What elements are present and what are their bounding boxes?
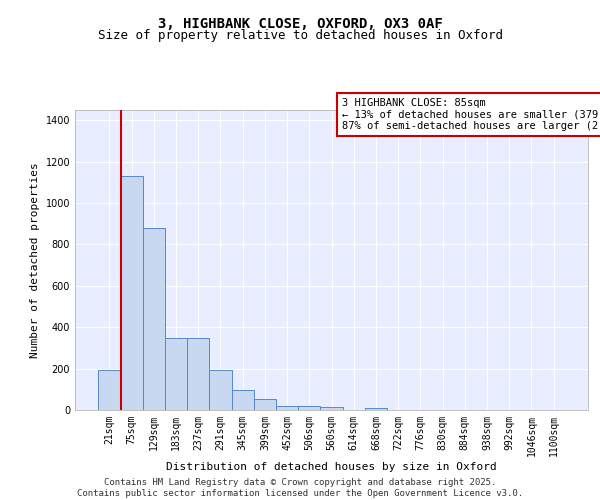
Bar (165, 338, 187, 410)
X-axis label: Distribution of detached houses by size in Oxford: Distribution of detached houses by size … (166, 462, 497, 471)
Bar (298, 406, 320, 410)
Bar (276, 406, 298, 410)
Bar (143, 228, 165, 410)
Bar (365, 408, 387, 410)
Bar (121, 176, 143, 410)
Text: Contains HM Land Registry data © Crown copyright and database right 2025.
Contai: Contains HM Land Registry data © Crown c… (77, 478, 523, 498)
Text: 3 HIGHBANK CLOSE: 85sqm
← 13% of detached houses are smaller (379)
87% of semi-d: 3 HIGHBANK CLOSE: 85sqm ← 13% of detache… (342, 98, 600, 131)
Y-axis label: Number of detached properties: Number of detached properties (30, 162, 40, 358)
Text: Size of property relative to detached houses in Oxford: Size of property relative to detached ho… (97, 29, 503, 42)
Bar (254, 398, 276, 410)
Bar (209, 370, 232, 410)
Bar (232, 390, 254, 410)
Text: 3, HIGHBANK CLOSE, OXFORD, OX3 0AF: 3, HIGHBANK CLOSE, OXFORD, OX3 0AF (158, 18, 442, 32)
Bar (187, 338, 209, 410)
Bar (320, 407, 343, 410)
Bar (98, 370, 121, 410)
